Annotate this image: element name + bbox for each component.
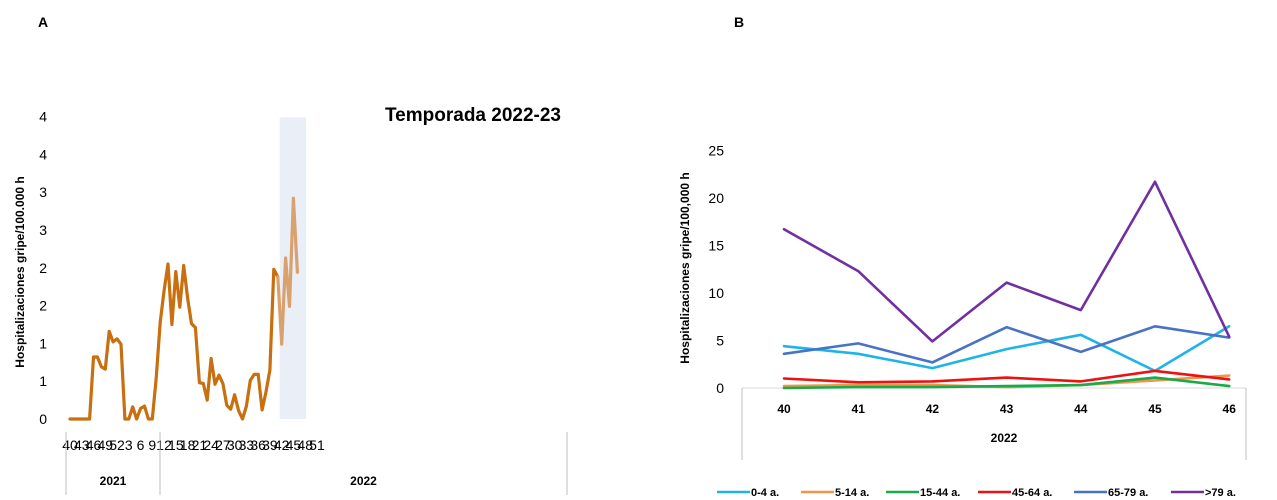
chart-a-y-axis-label: Hospitalizaciones gripe/100.000 h xyxy=(13,176,27,367)
x-group-label: 2021 xyxy=(100,474,127,488)
x-tick-label: 49 xyxy=(97,437,113,453)
y-tick-label: 0 xyxy=(39,411,47,427)
x-tick-label: 43 xyxy=(1000,402,1014,416)
x-tick-label: 9 xyxy=(148,437,156,453)
x-tick-label: 39 xyxy=(262,437,278,453)
chart-b-y-axis-label: Hospitalizaciones gripe/100,000 h xyxy=(678,172,692,363)
x-tick-label: 51 xyxy=(309,437,325,453)
x-tick-label: 42 xyxy=(274,437,290,453)
x-tick-label: 44 xyxy=(1074,402,1088,416)
series-line-0-4-a- xyxy=(782,324,1231,373)
x-group-label: 2022 xyxy=(350,474,377,488)
y-tick-label: 2 xyxy=(39,260,47,276)
y-tick-label: 4 xyxy=(39,146,47,162)
x-tick-label: 45 xyxy=(286,437,302,453)
x-tick-label: 3 xyxy=(125,437,133,453)
x-tick-label: 21 xyxy=(192,437,208,453)
legend-label: >79 a. xyxy=(1205,487,1236,499)
legend-label: 45-64 a. xyxy=(1012,487,1052,499)
x-tick-label: 41 xyxy=(852,402,866,416)
legend-label: 15-44 a. xyxy=(920,487,960,499)
series-line-previous-weeks xyxy=(68,262,280,421)
x-tick-label: 6 xyxy=(137,437,145,453)
x-tick-label: 30 xyxy=(227,437,243,453)
x-tick-label: 24 xyxy=(203,437,219,453)
legend-label: 0-4 a. xyxy=(751,487,779,499)
y-tick-label: 10 xyxy=(708,285,724,301)
chart-b-legend: 0-4 a. 5-14 a. 15-44 a. 45-64 a. 65-79 a. >79… xyxy=(717,487,1236,499)
x-tick-label: 42 xyxy=(926,402,940,416)
y-tick-label: 1 xyxy=(39,335,47,351)
series-line-45-64-a- xyxy=(782,369,1231,384)
x-tick-label: 15 xyxy=(168,437,184,453)
y-tick-label: 25 xyxy=(708,143,724,159)
x-tick-label: 45 xyxy=(1148,402,1162,416)
x-tick-label: 48 xyxy=(297,437,313,453)
x-tick-label: 52 xyxy=(109,437,125,453)
series-line-current-season xyxy=(276,196,299,346)
legend-label: 5-14 a. xyxy=(835,487,869,499)
chart-a-title: Temporada 2022-23 xyxy=(385,105,561,126)
series-line-15-44-a- xyxy=(782,376,1231,390)
x-tick-label: 46 xyxy=(86,437,102,453)
x-tick-label: 43 xyxy=(74,437,90,453)
y-tick-label: 20 xyxy=(708,190,724,206)
y-tick-label: 3 xyxy=(39,222,47,238)
x-group-label: 2022 xyxy=(991,431,1018,445)
y-tick-label: 2 xyxy=(39,298,47,314)
y-tick-label: 5 xyxy=(716,333,724,349)
x-tick-label: 33 xyxy=(239,437,255,453)
x-tick-label: 27 xyxy=(215,437,231,453)
panel-a-label: A xyxy=(38,14,48,30)
y-tick-label: 0 xyxy=(716,380,724,396)
y-tick-label: 15 xyxy=(708,238,724,254)
x-tick-label: 46 xyxy=(1223,402,1237,416)
y-tick-label: 1 xyxy=(39,373,47,389)
y-tick-label: 3 xyxy=(39,184,47,200)
panel-b-label: B xyxy=(734,14,744,30)
x-tick-label: 40 xyxy=(777,402,791,416)
legend-label: 65-79 a. xyxy=(1108,487,1148,499)
chart-b: 0 5 10 15 20 25 40 41 42 43 44 45 46 2022 xyxy=(708,143,1247,460)
y-tick-label: 4 xyxy=(39,109,47,125)
series-line--79-a- xyxy=(782,180,1231,343)
x-tick-label: 36 xyxy=(250,437,266,453)
series-line-65-79-a- xyxy=(782,324,1231,364)
x-tick-label: 18 xyxy=(180,437,196,453)
